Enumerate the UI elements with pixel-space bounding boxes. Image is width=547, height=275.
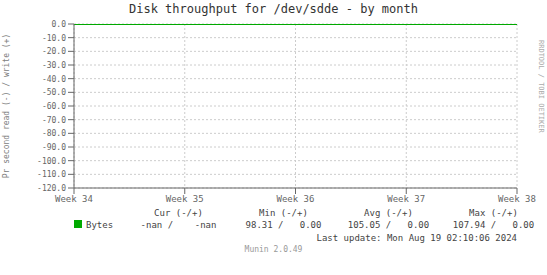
html-text:Last update: Mon Aug 19 02:10:: Last update: Mon Aug 19 02:10:06 2024: [316, 233, 517, 243]
svg-text:-10.0: -10.0: [42, 34, 66, 43]
html-text:Disk throughput for /dev/sdde: Disk throughput for /dev/sdde - by month: [129, 2, 418, 16]
svg-text:-100.0: -100.0: [37, 157, 66, 166]
html-text:-nan / -nan: -nan / -nan: [140, 220, 217, 230]
svg-text:Week 37: Week 37: [387, 194, 425, 204]
html-text:Cur (-/+): Cur (-/+): [154, 208, 203, 218]
html-text:Munin 2.0.49: Munin 2.0.49: [244, 245, 303, 254]
svg-text:0.0: 0.0: [52, 20, 67, 29]
svg-text:-120.0: -120.0: [37, 184, 66, 193]
svg-text:Week 38: Week 38: [498, 194, 536, 204]
svg-text:-40.0: -40.0: [42, 75, 66, 84]
html-text:RRDTOOL / TOBI OETIKER: RRDTOOL / TOBI OETIKER: [537, 40, 545, 133]
html-text:Min (-/+): Min (-/+): [259, 208, 308, 218]
svg-text:-30.0: -30.0: [42, 61, 66, 70]
html-text:Avg (-/+): Avg (-/+): [364, 208, 413, 218]
svg-text:Week 34: Week 34: [55, 194, 93, 204]
svg-text:Pr second read (-) / write (+): Pr second read (-) / write (+): [8, 34, 11, 179]
svg-text:-80.0: -80.0: [42, 129, 66, 138]
svg-text:-50.0: -50.0: [42, 88, 66, 97]
svg-text:-110.0: -110.0: [37, 170, 66, 179]
html-text:98.31 / 0.00: 98.31 / 0.00: [245, 220, 322, 230]
svg-text:-20.0: -20.0: [42, 47, 66, 56]
html-text:Bytes: Bytes: [86, 220, 114, 230]
svg-text:-60.0: -60.0: [42, 102, 66, 111]
html-text:105.05 / 0.00: 105.05 / 0.00: [347, 220, 430, 230]
svg-text:Week 36: Week 36: [277, 194, 315, 204]
html-text:Max (-/+): Max (-/+): [469, 208, 518, 218]
svg-text:-70.0: -70.0: [42, 116, 66, 125]
html-text:107.94 / 0.00: 107.94 / 0.00: [452, 220, 535, 230]
svg-text:Week 35: Week 35: [166, 194, 204, 204]
svg-text:-90.0: -90.0: [42, 143, 66, 152]
